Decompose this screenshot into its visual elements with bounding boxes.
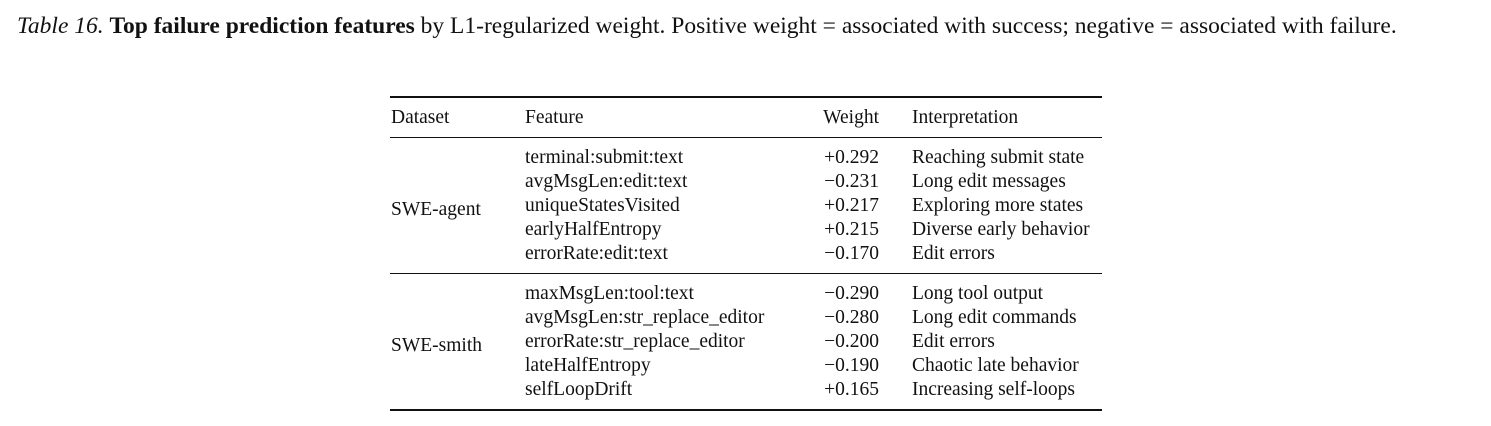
weight-cell: −0.190 bbox=[824, 355, 879, 376]
interpretation-cell: Reaching submit state bbox=[912, 147, 1085, 168]
dataset-cell: SWE-agent bbox=[391, 198, 481, 220]
dataset-cell: SWE-smith bbox=[391, 334, 482, 356]
results-table-container: Dataset Feature Weight Interpretation SW… bbox=[390, 96, 1102, 411]
weight-cell: −0.231 bbox=[824, 171, 879, 192]
weight-cell: +0.292 bbox=[824, 147, 879, 168]
interpretation-cell: Long edit commands bbox=[912, 307, 1077, 328]
feature-cell: maxMsgLen:tool:text bbox=[525, 283, 694, 304]
feature-cell: lateHalfEntropy bbox=[525, 355, 651, 376]
weight-cell: −0.290 bbox=[824, 283, 879, 304]
table-row: uniqueStatesVisited +0.217 Exploring mor… bbox=[390, 194, 1102, 218]
interpretation-cell: Increasing self-loops bbox=[912, 379, 1075, 400]
feature-cell: errorRate:str_replace_editor bbox=[525, 331, 745, 352]
feature-cell: uniqueStatesVisited bbox=[525, 195, 680, 216]
interpretation-cell: Chaotic late behavior bbox=[912, 355, 1079, 376]
weight-cell: −0.200 bbox=[824, 331, 879, 352]
feature-cell: selfLoopDrift bbox=[525, 379, 633, 400]
caption-title: Top failure prediction features bbox=[109, 13, 415, 39]
header-row: Dataset Feature Weight Interpretation bbox=[390, 97, 1102, 138]
table-row: selfLoopDrift +0.165 Increasing self-loo… bbox=[390, 378, 1102, 410]
feature-cell: avgMsgLen:str_replace_editor bbox=[525, 307, 765, 328]
weight-cell: +0.165 bbox=[824, 379, 879, 400]
table-row: avgMsgLen:str_replace_editor −0.280 Long… bbox=[390, 306, 1102, 330]
table-row: errorRate:str_replace_editor −0.200 Edit… bbox=[390, 330, 1102, 354]
caption-text: by L1-regularized weight. Positive weigh… bbox=[414, 13, 1397, 39]
group-swe-agent: SWE-agent terminal:submit:text +0.292 Re… bbox=[390, 138, 1102, 274]
table-row: earlyHalfEntropy +0.215 Diverse early be… bbox=[390, 218, 1102, 242]
interpretation-cell: Diverse early behavior bbox=[912, 219, 1090, 240]
table-row: errorRate:edit:text −0.170 Edit errors bbox=[390, 242, 1102, 274]
interpretation-cell: Exploring more states bbox=[912, 195, 1084, 216]
header-weight: Weight bbox=[823, 107, 879, 128]
caption-label: Table 16. bbox=[17, 13, 104, 39]
header-dataset: Dataset bbox=[391, 107, 450, 128]
interpretation-cell: Edit errors bbox=[912, 331, 995, 352]
table-row: SWE-smith maxMsgLen:tool:text −0.290 Lon… bbox=[390, 274, 1102, 356]
weight-cell: −0.280 bbox=[824, 307, 879, 328]
interpretation-cell: Long edit messages bbox=[912, 171, 1066, 192]
interpretation-cell: Edit errors bbox=[912, 243, 995, 264]
weight-cell: −0.170 bbox=[824, 243, 879, 264]
group-swe-smith: SWE-smith maxMsgLen:tool:text −0.290 Lon… bbox=[390, 274, 1102, 410]
interpretation-cell: Long tool output bbox=[912, 283, 1044, 304]
feature-weights-table: Dataset Feature Weight Interpretation SW… bbox=[390, 96, 1102, 411]
table-row: SWE-agent terminal:submit:text +0.292 Re… bbox=[390, 138, 1102, 220]
weight-cell: +0.215 bbox=[824, 219, 879, 240]
feature-cell: terminal:submit:text bbox=[525, 147, 684, 168]
weight-cell: +0.217 bbox=[824, 195, 879, 216]
header-feature: Feature bbox=[525, 107, 584, 128]
feature-cell: avgMsgLen:edit:text bbox=[525, 171, 688, 192]
table-row: avgMsgLen:edit:text −0.231 Long edit mes… bbox=[390, 170, 1102, 194]
header-interpretation: Interpretation bbox=[912, 107, 1019, 128]
feature-cell: earlyHalfEntropy bbox=[525, 219, 662, 240]
feature-cell: errorRate:edit:text bbox=[525, 243, 668, 264]
table-header: Dataset Feature Weight Interpretation bbox=[390, 97, 1102, 138]
table-caption: Table 16. Top failure prediction feature… bbox=[17, 11, 1479, 42]
table-row: lateHalfEntropy −0.190 Chaotic late beha… bbox=[390, 354, 1102, 378]
